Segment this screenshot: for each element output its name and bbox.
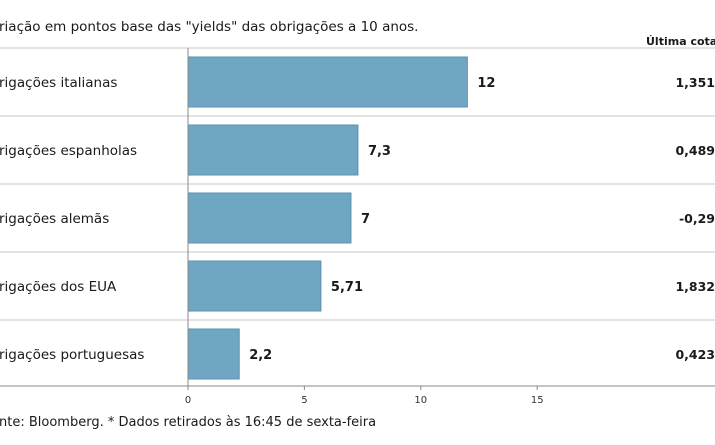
x-tick-label: 0 [185,395,191,406]
category-label: rigações dos EUA [0,279,117,295]
last-quote-value: 0,489 [675,143,715,158]
bar [187,260,322,312]
last-quote-value: 1,351 [675,75,715,90]
x-tick-label: 5 [301,395,307,406]
category-label: rigações alemãs [0,211,109,227]
chart-rows: rigações italianas 12 1,351 rigações espanh… [0,47,715,386]
category-label: rigações italianas [0,75,117,91]
chart-footnote: nte: Bloomberg. * Dados retirados às 16:… [0,415,376,430]
bar-row: rigações portuguesas 2,2 0,423 [0,328,715,380]
bar-row: rigações espanholas 7,3 0,489 [0,124,715,176]
bar-row: rigações dos EUA 5,71 1,832 [0,260,715,312]
bar [187,56,468,108]
last-quote-value: 1,832 [675,279,715,294]
x-tick-label: 10 [414,395,427,406]
x-axis: 0 5 10 15 [0,385,715,406]
bar-row: rigações alemãs 7 -0,29 [0,192,715,244]
data-label: 2,2 [249,348,272,363]
bar [187,192,352,244]
category-label: rigações portuguesas [0,347,144,363]
last-quote-value: -0,29 [679,211,715,226]
data-label: 5,71 [331,280,363,295]
data-label: 12 [477,76,495,91]
category-label: rigações espanholas [0,143,137,159]
bar [187,328,240,380]
last-quote-value: 0,423 [675,347,715,362]
x-tick-label: 15 [531,395,544,406]
bar [187,124,359,176]
chart-subtitle: riação em pontos base das "yields" das o… [0,19,418,35]
bar-row: rigações italianas 12 1,351 [0,56,715,108]
data-label: 7,3 [368,144,391,159]
data-label: 7 [361,212,370,227]
column-header-last-quote: Última cotaç [646,35,715,48]
